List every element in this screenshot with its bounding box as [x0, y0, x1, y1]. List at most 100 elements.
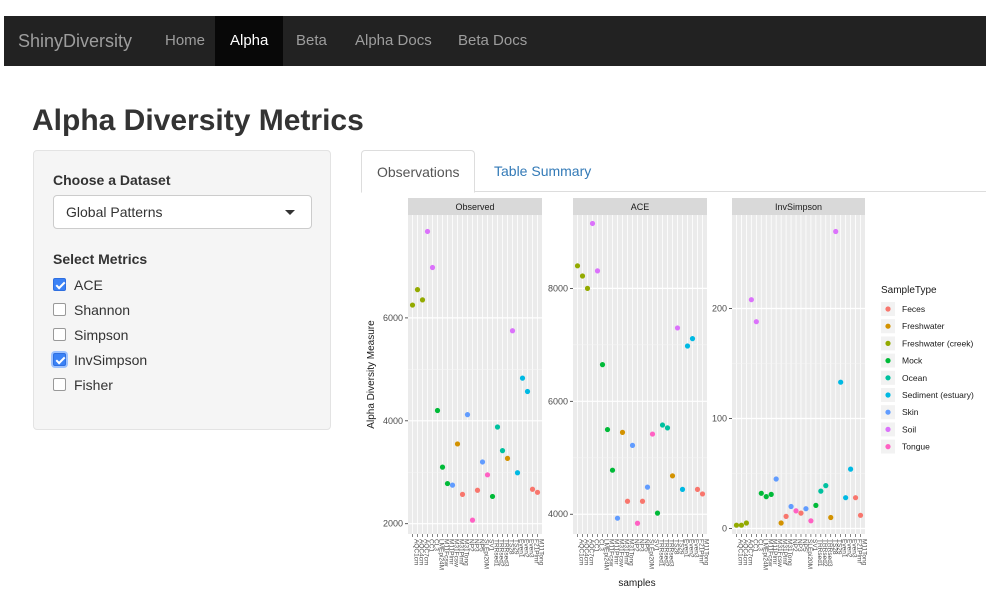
- x-tick-label: CL3: [598, 539, 605, 551]
- x-tick-label: Even3: [528, 539, 535, 558]
- data-point: [574, 263, 581, 269]
- data-point: [649, 431, 656, 437]
- data-point: [753, 319, 759, 325]
- alpha-diversity-plot: Observed 2000 4000 6000 AQC1cm AQC4cm AQC7cm CC…: [360, 194, 986, 594]
- data-point: [808, 518, 814, 524]
- data-point: [847, 466, 854, 472]
- x-tick-label: TS29: [513, 539, 520, 555]
- x-tick-label: NP3: [796, 539, 803, 552]
- x-tick-label: SV1: [653, 539, 660, 552]
- x-tick-label: LMEpi24M: [761, 539, 768, 570]
- data-point: [509, 328, 516, 334]
- nav-beta[interactable]: Beta: [296, 32, 327, 49]
- panel-background: [573, 215, 707, 534]
- facet-strip: [732, 198, 865, 215]
- x-tick-label: AQC7cm: [746, 539, 753, 565]
- data-point: [614, 515, 621, 521]
- x-axis-title: samples: [618, 578, 655, 589]
- legend-marker: [885, 375, 891, 381]
- checkbox-icon[interactable]: [53, 328, 66, 341]
- x-tick-label: Even3: [851, 539, 858, 558]
- data-point: [778, 520, 784, 526]
- x-tick-label: M11Fcsw: [443, 539, 450, 567]
- x-tick-label: F21Plmr: [856, 539, 863, 564]
- data-point: [664, 425, 671, 431]
- x-tick-label: F21Plmr: [698, 539, 705, 564]
- y-tick-label: 200: [712, 304, 727, 314]
- checkbox-checked-icon[interactable]: [53, 278, 66, 291]
- legend-label: Freshwater: [902, 321, 945, 331]
- x-tick-label: SLEpi20M: [806, 539, 813, 569]
- x-tick-label: M31Fcsw: [453, 539, 460, 567]
- facet-strip: [408, 198, 542, 215]
- x-tick-label: M11Plmr: [613, 539, 620, 565]
- data-point: [464, 412, 471, 418]
- x-tick-label: CC1: [428, 539, 435, 552]
- x-tick-label: NP2: [791, 539, 798, 552]
- data-point: [479, 459, 486, 465]
- data-point: [838, 379, 844, 385]
- data-point: [763, 494, 769, 500]
- data-point: [424, 228, 431, 235]
- data-point: [519, 375, 526, 381]
- data-point: [758, 490, 764, 496]
- checkbox-icon[interactable]: [53, 378, 66, 391]
- x-tick-label: LMEpi24M: [438, 539, 445, 570]
- x-tick-label: M11Fcsw: [766, 539, 773, 567]
- data-point: [634, 520, 641, 526]
- metric-label: InvSimpson: [74, 352, 148, 368]
- legend-marker: [885, 306, 891, 312]
- data-point: [803, 506, 809, 512]
- data-point: [504, 455, 511, 461]
- y-tick-label: 6000: [383, 313, 403, 323]
- app-brand[interactable]: ShinyDiversity: [18, 31, 133, 51]
- data-point: [689, 336, 696, 342]
- y-tick-label: 100: [712, 414, 727, 424]
- x-tick-label: NP2: [468, 539, 475, 552]
- data-point: [434, 407, 441, 414]
- data-point: [449, 482, 456, 488]
- data-point: [589, 220, 596, 227]
- data-point: [409, 302, 416, 308]
- x-tick-label: TS28: [673, 539, 680, 555]
- tab-table-summary[interactable]: Table Summary: [494, 163, 592, 179]
- nav-alpha[interactable]: Alpha: [215, 16, 284, 66]
- data-point: [514, 470, 521, 476]
- x-tick-label: NP5: [801, 539, 808, 552]
- legend-label: Freshwater (creek): [902, 338, 973, 348]
- panel-background: [408, 215, 542, 534]
- nav-home[interactable]: Home: [165, 32, 206, 49]
- tab-observations[interactable]: Observations: [361, 150, 476, 193]
- x-tick-label: Even2: [523, 539, 530, 558]
- x-tick-label: CL3: [433, 539, 440, 551]
- checkbox-icon[interactable]: [53, 303, 66, 316]
- tab-bar: Observations Table Summary: [361, 150, 986, 193]
- data-point: [529, 486, 536, 492]
- x-tick-label: NP5: [643, 539, 650, 552]
- data-point: [674, 325, 681, 331]
- x-tick-label: AQC1cm: [413, 539, 420, 565]
- legend-marker: [885, 358, 891, 364]
- data-point: [419, 297, 426, 303]
- legend-label: Soil: [902, 424, 916, 434]
- x-tick-label: CL3: [756, 539, 763, 551]
- legend-marker: [885, 409, 891, 415]
- x-tick-label: NP2: [633, 539, 640, 552]
- x-tick-label: M31Plmr: [623, 539, 630, 566]
- x-tick-label: TRRsed3: [503, 539, 510, 567]
- chevron-down-icon: [285, 210, 295, 215]
- dataset-select[interactable]: Global Patterns: [53, 195, 312, 229]
- data-point: [594, 268, 601, 274]
- chart-svg: Observed200040006000AQC1cmAQC4cmAQC7cmCC…: [366, 198, 974, 589]
- checkbox-checked-icon[interactable]: [53, 353, 66, 366]
- data-point: [669, 473, 676, 479]
- data-point: [524, 388, 531, 395]
- data-point: [684, 343, 691, 349]
- legend-marker: [885, 444, 891, 450]
- x-tick-label: M31Fcsw: [776, 539, 783, 567]
- data-point: [429, 264, 436, 271]
- x-tick-label: TRRsed3: [826, 539, 833, 567]
- data-point: [609, 467, 616, 473]
- nav-alpha-docs[interactable]: Alpha Docs: [355, 32, 432, 49]
- nav-beta-docs[interactable]: Beta Docs: [458, 32, 528, 49]
